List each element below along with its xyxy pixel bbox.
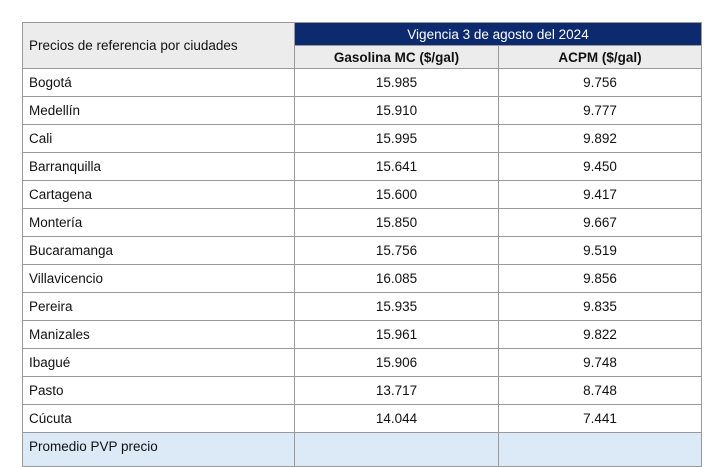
- price-cell: 15.850: [294, 208, 499, 237]
- table-row: Barranquilla 15.641 9.450: [22, 152, 702, 181]
- city-cell: Montería: [22, 208, 295, 237]
- price-cell: 9.892: [498, 124, 702, 153]
- price-cell: 9.835: [498, 292, 702, 321]
- price-cell: 9.856: [498, 264, 702, 293]
- price-cell: 15.906: [294, 348, 499, 377]
- price-cell: 14.044: [294, 404, 499, 433]
- price-cell: 15.995: [294, 124, 499, 153]
- price-cell: 8.748: [498, 376, 702, 405]
- city-cell: Villavicencio: [22, 264, 295, 293]
- table-row: Bucaramanga 15.756 9.519: [22, 236, 702, 265]
- column-header: Gasolina MC ($/gal): [294, 45, 499, 69]
- price-cell: 9.519: [498, 236, 702, 265]
- column-header: ACPM ($/gal): [498, 45, 702, 69]
- city-cell: Cartagena: [22, 180, 295, 209]
- table-row: Cúcuta 14.044 7.441: [22, 404, 702, 433]
- price-cell: 15.961: [294, 320, 499, 349]
- price-cell: 9.777: [498, 96, 702, 125]
- price-cell: 9.822: [498, 320, 702, 349]
- price-cell: 7.441: [498, 404, 702, 433]
- price-cell: 13.717: [294, 376, 499, 405]
- price-cell: 15.985: [294, 68, 499, 97]
- price-cell: 9.450: [498, 152, 702, 181]
- price-cell: 9.417: [498, 180, 702, 209]
- price-cell: 15.910: [294, 96, 499, 125]
- table-row: Cali 15.995 9.892: [22, 124, 702, 153]
- city-cell: Pereira: [22, 292, 295, 321]
- period-header: Vigencia 3 de agosto del 2024: [294, 22, 702, 46]
- city-cell: Pasto: [22, 376, 295, 405]
- table-row: Villavicencio 16.085 9.856: [22, 264, 702, 293]
- table-row: Cartagena 15.600 9.417: [22, 180, 702, 209]
- table-row: Manizales 15.961 9.822: [22, 320, 702, 349]
- table-row: Ibagué 15.906 9.748: [22, 348, 702, 377]
- city-cell: Cúcuta: [22, 404, 295, 433]
- price-cell: 15.756: [294, 236, 499, 265]
- city-cell: Barranquilla: [22, 152, 295, 181]
- city-cell: Manizales: [22, 320, 295, 349]
- price-table: Precios de referencia por ciudades Vigen…: [22, 22, 702, 467]
- table-row: Pereira 15.935 9.835: [22, 292, 702, 321]
- price-cell: 16.085: [294, 264, 499, 293]
- table-row: Medellín 15.910 9.777: [22, 96, 702, 125]
- price-cell: 9.748: [498, 348, 702, 377]
- page: Precios de referencia por ciudades Vigen…: [22, 22, 702, 467]
- city-column-header: Precios de referencia por ciudades: [22, 22, 295, 69]
- table-row: Montería 15.850 9.667: [22, 208, 702, 237]
- table-row: Bogotá 15.985 9.756: [22, 68, 702, 97]
- price-cell: 9.667: [498, 208, 702, 237]
- price-cell: 15.600: [294, 180, 499, 209]
- price-cell: 15.935: [294, 292, 499, 321]
- city-cell: Bogotá: [22, 68, 295, 97]
- city-cell: Bucaramanga: [22, 236, 295, 265]
- city-cell: Ibagué: [22, 348, 295, 377]
- table-body: Bogotá 15.985 9.756 Medellín 15.910 9.777 Cali…: [22, 68, 702, 467]
- city-cell: Cali: [22, 124, 295, 153]
- price-cell: 15.641: [294, 152, 499, 181]
- price-cell: 9.756: [498, 68, 702, 97]
- table-row: Pasto 13.717 8.748: [22, 376, 702, 405]
- city-cell: Medellín: [22, 96, 295, 125]
